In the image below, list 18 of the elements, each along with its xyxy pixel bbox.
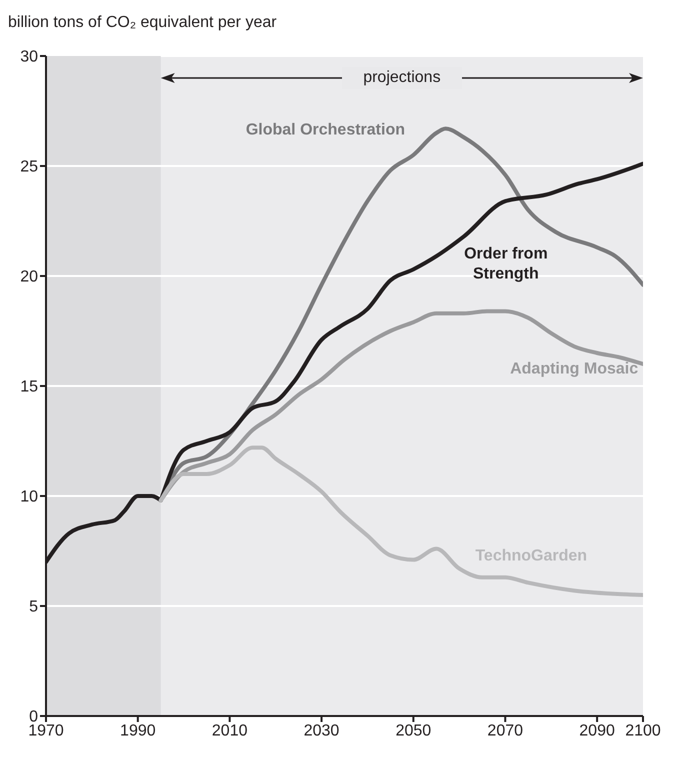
y-tick-label: 30 <box>20 48 38 66</box>
y-tick-label: 15 <box>20 378 38 396</box>
x-tick-label: 2090 <box>579 722 615 740</box>
annotation: projections <box>342 67 462 89</box>
y-tick-label: 25 <box>20 158 38 176</box>
x-tick-label: 2070 <box>487 722 524 740</box>
x-tick-label: 2010 <box>212 722 248 740</box>
y-tick-label: 5 <box>29 598 38 616</box>
x-tick-label: 2100 <box>625 722 661 740</box>
x-tick-label: 2050 <box>396 722 432 740</box>
series-label: Global Orchestration <box>246 121 405 138</box>
series-label: Adapting Mosaic <box>510 360 638 378</box>
y-tick-label: 20 <box>20 268 38 286</box>
x-tick-label: 2030 <box>304 722 340 740</box>
y-tick-label: 10 <box>20 488 38 506</box>
series-label: Order from Strength <box>464 245 548 282</box>
y-axis-title: billion tons of CO₂ equivalent per year <box>8 14 277 31</box>
x-tick-label: 1990 <box>120 722 156 740</box>
